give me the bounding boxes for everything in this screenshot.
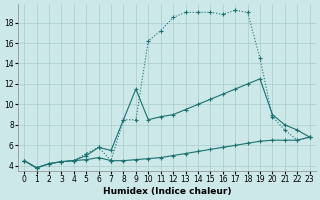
X-axis label: Humidex (Indice chaleur): Humidex (Indice chaleur) (103, 187, 231, 196)
